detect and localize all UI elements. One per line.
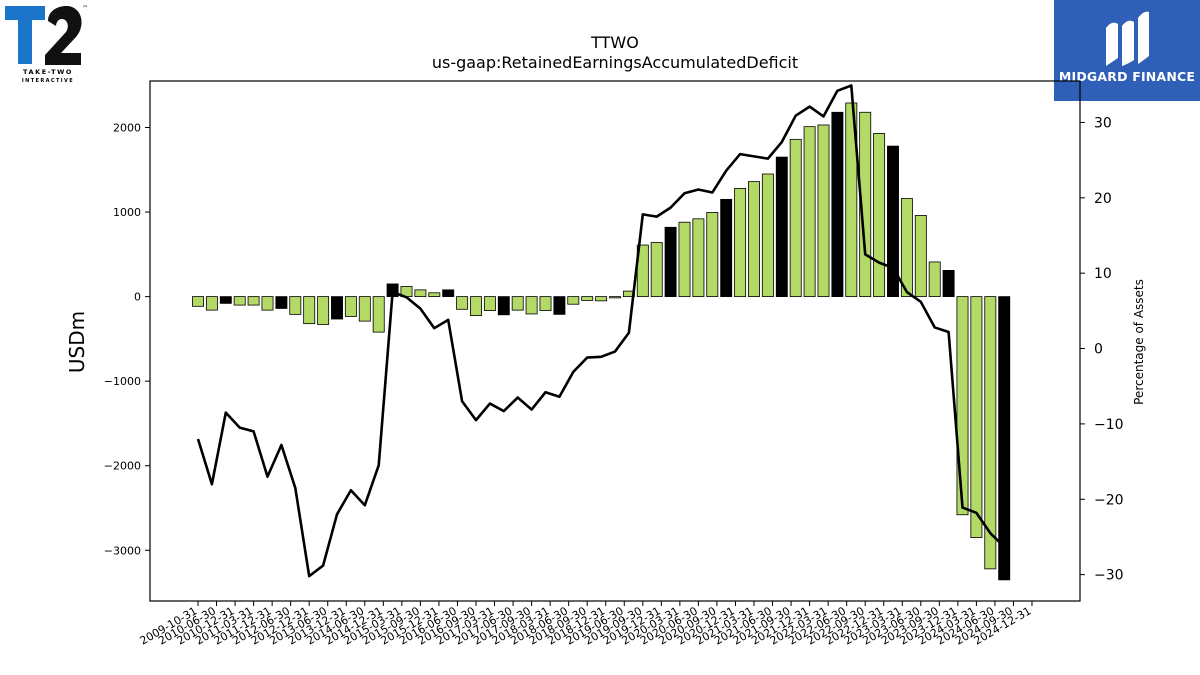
y-tick-label: 0 <box>134 291 141 304</box>
bar <box>442 289 455 298</box>
bar <box>261 296 274 311</box>
bar <box>358 296 371 322</box>
bar <box>595 296 608 302</box>
bar <box>456 296 469 310</box>
bar <box>650 242 663 298</box>
midgard-finance-wordmark: MIDGARD FINANCE <box>1058 69 1196 84</box>
bar <box>817 124 830 298</box>
y-tick-label: −2000 <box>104 460 141 473</box>
bar <box>372 296 385 333</box>
bar <box>831 111 844 298</box>
bar <box>970 296 983 538</box>
bar <box>914 215 927 298</box>
percentage-line <box>196 84 1006 578</box>
bar <box>859 111 872 298</box>
bar <box>275 296 288 309</box>
y-axis-label: USDm <box>65 311 89 373</box>
bar <box>344 296 357 317</box>
bar <box>887 145 899 298</box>
y2-tick-label: −20 <box>1094 492 1124 508</box>
y-tick-label: 2000 <box>113 122 141 135</box>
bar <box>289 296 302 315</box>
bar <box>720 198 733 298</box>
bar <box>761 173 774 298</box>
chart-title: TTWO <box>590 33 639 52</box>
bar <box>331 296 343 320</box>
interactive-wordmark: INTERACTIVE <box>22 78 74 84</box>
bar <box>192 296 204 307</box>
bar <box>567 296 580 305</box>
y2-tick-label: −10 <box>1094 417 1124 433</box>
y2-tick-label: 20 <box>1094 191 1112 207</box>
midgard-emblem-icon <box>1106 11 1149 67</box>
bar-series <box>192 102 1011 581</box>
bar <box>734 187 747 298</box>
bar <box>942 269 955 298</box>
y2-tick-label: 30 <box>1094 115 1112 131</box>
bar <box>539 296 552 311</box>
midgard-finance-logo: MIDGARD FINANCE <box>1054 0 1200 101</box>
bar <box>873 133 886 298</box>
bar <box>303 296 316 325</box>
y2-axis-label: Percentage of Assets <box>1132 279 1146 405</box>
bar <box>414 289 427 298</box>
bar <box>845 102 858 298</box>
take-two-logo: ™ TAKE-TWO INTERACTIVE <box>4 4 88 84</box>
y2-tick-label: 0 <box>1094 342 1103 358</box>
bar <box>998 296 1011 581</box>
take-two-wordmark: TAKE-TWO <box>23 68 73 76</box>
bar <box>428 292 441 297</box>
bar <box>511 296 524 311</box>
bar <box>928 261 941 298</box>
bar <box>900 198 913 298</box>
trademark-symbol: ™ <box>82 5 88 12</box>
y-tick-label: 1000 <box>113 206 141 219</box>
bar <box>984 296 997 570</box>
bar <box>956 296 969 516</box>
bar <box>247 296 260 306</box>
y2-tick-label: 10 <box>1094 266 1112 282</box>
bar <box>706 212 719 298</box>
bar <box>678 221 691 298</box>
bar <box>483 296 496 311</box>
bar <box>609 296 621 299</box>
y-tick-label: −1000 <box>104 375 141 388</box>
bar <box>664 226 677 298</box>
bar <box>553 296 566 315</box>
bar <box>581 296 594 301</box>
bar <box>233 296 246 306</box>
t2-logo-mark: ™ TAKE-TWO INTERACTIVE <box>5 5 88 84</box>
bar <box>775 156 788 298</box>
bar <box>470 296 482 317</box>
chart-subtitle: us-gaap:RetainedEarningsAccumulatedDefic… <box>432 53 798 72</box>
plot-frame <box>149 80 1081 602</box>
bar <box>219 296 232 304</box>
bar <box>748 181 760 298</box>
bar <box>317 296 330 325</box>
bar <box>803 126 816 298</box>
bar <box>497 296 510 316</box>
line-series <box>196 84 1006 578</box>
bar <box>692 218 705 298</box>
bar <box>789 138 802 298</box>
y-tick-label: −3000 <box>104 544 141 557</box>
bar <box>205 296 218 311</box>
y2-tick-label: −30 <box>1094 568 1124 584</box>
bar <box>525 296 538 315</box>
